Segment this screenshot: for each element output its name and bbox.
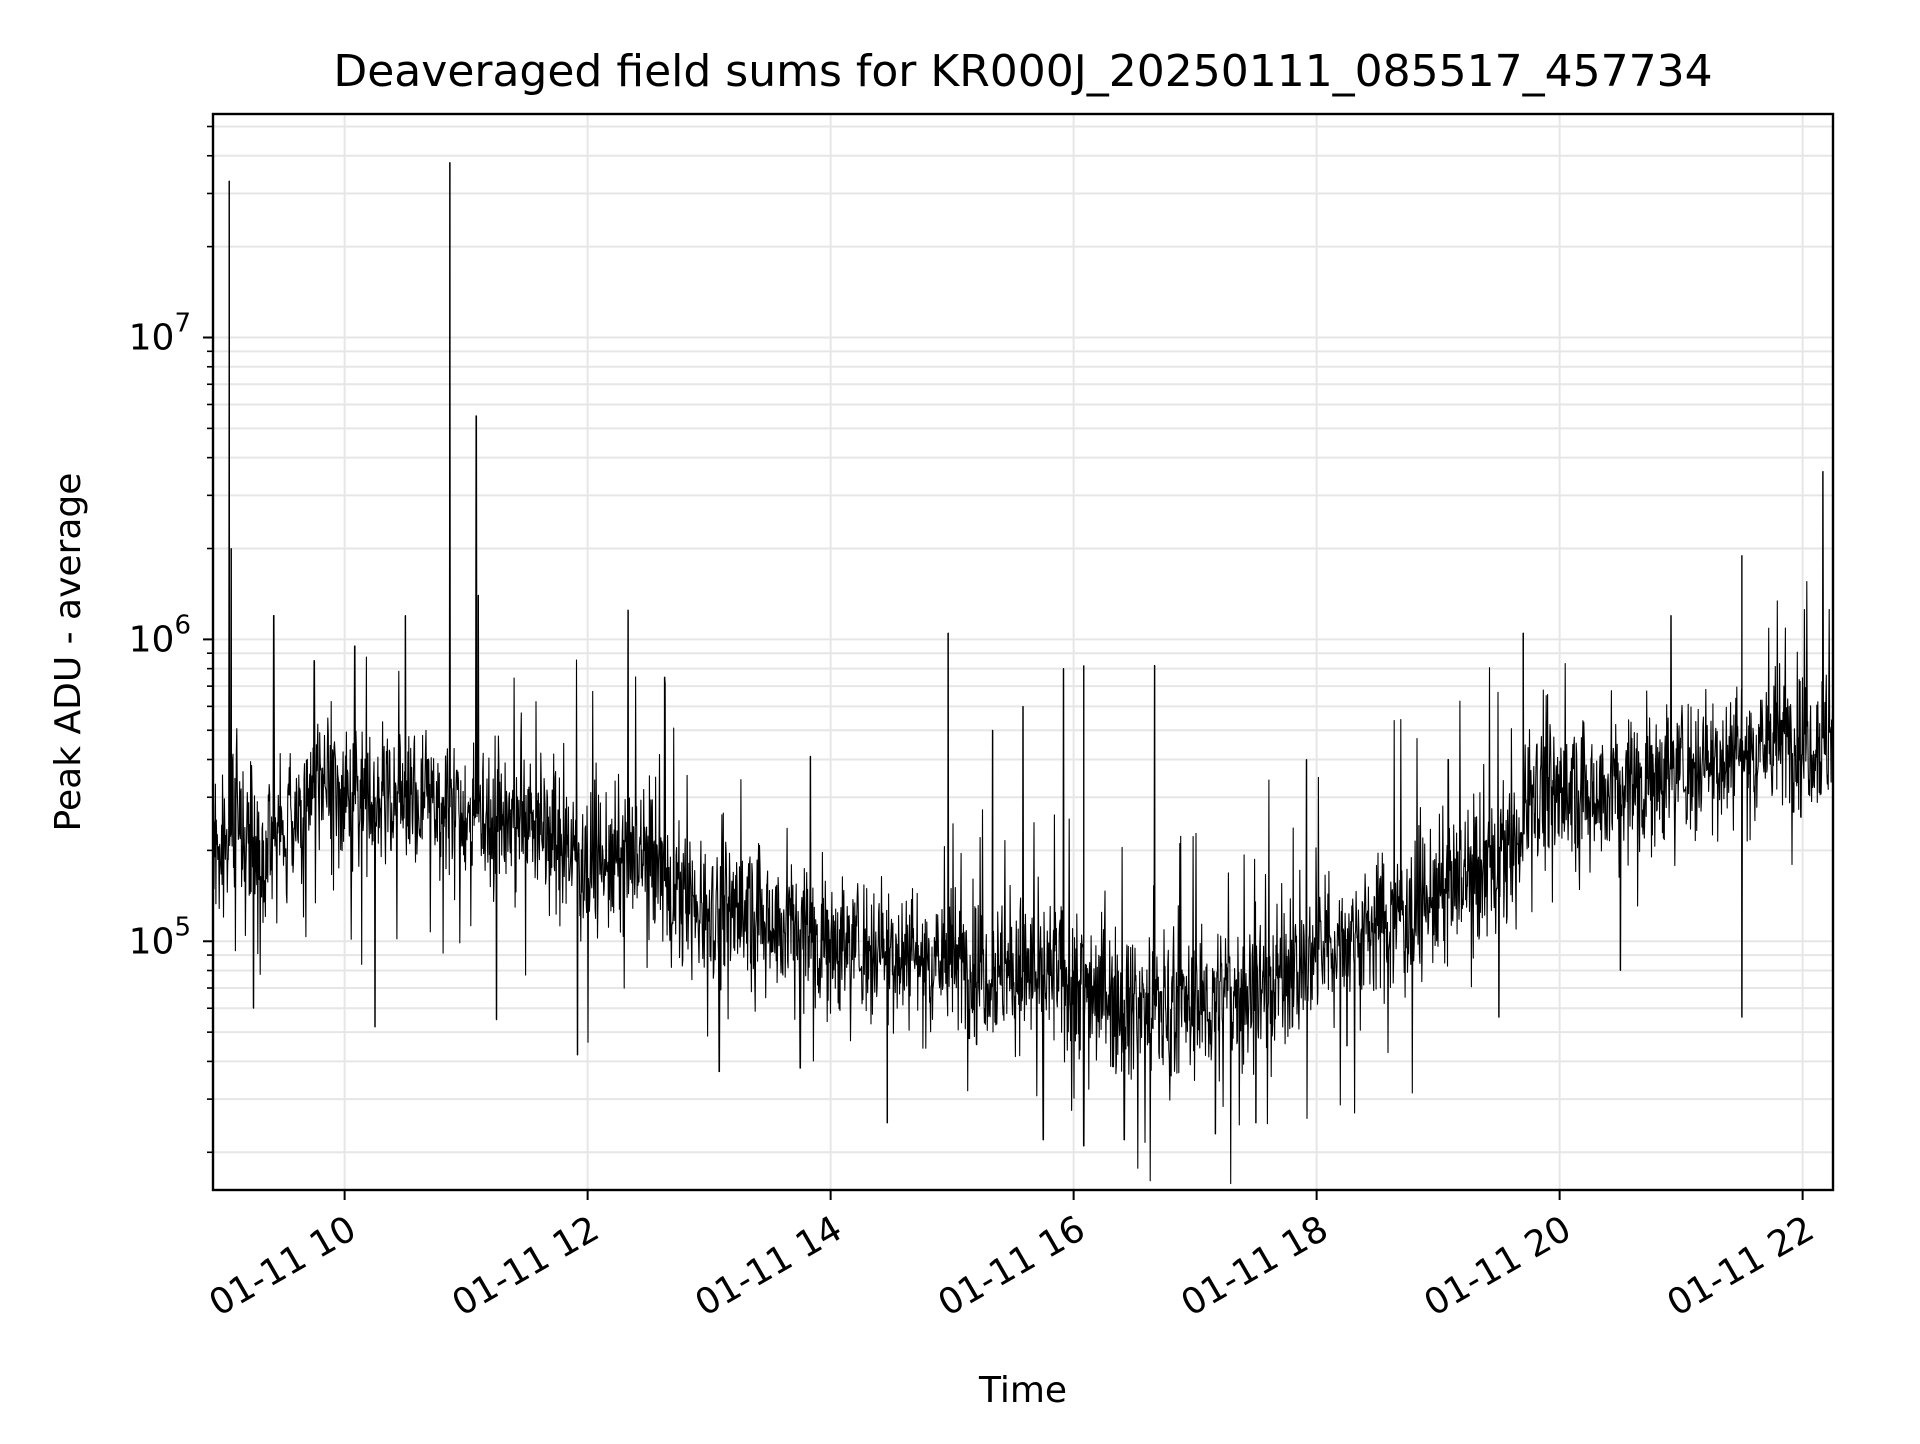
y-tick-label: 107 [129, 309, 191, 359]
chart-title: Deaveraged field sums for KR000J_2025011… [333, 46, 1712, 97]
x-axis-label: Time [978, 1370, 1067, 1411]
y-axis-label: Peak ADU - average [48, 473, 89, 832]
y-tick-label: 105 [129, 912, 191, 962]
y-axis-ticks: 105 106 107 [129, 125, 213, 1154]
plot-area-frame [211, 112, 1835, 1192]
y-tick-label: 106 [129, 610, 191, 660]
series-layer [212, 161, 1834, 1185]
